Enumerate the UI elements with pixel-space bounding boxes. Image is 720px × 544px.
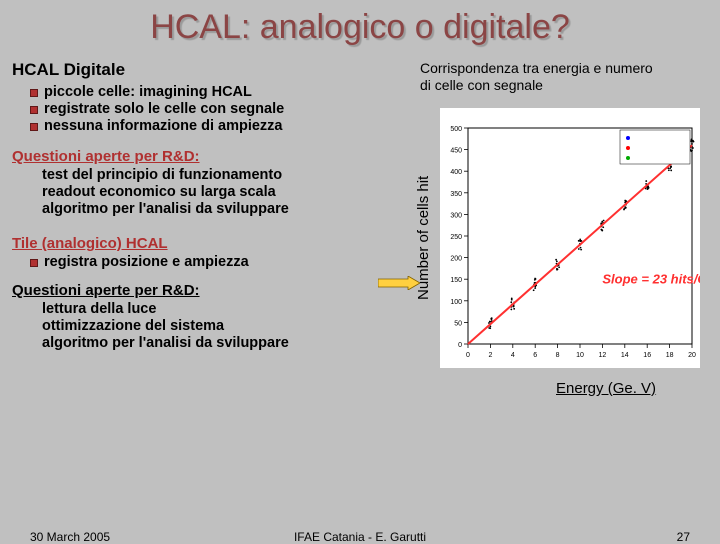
scatter-chart: 0246810121416182005010015020025030035040… [440,108,700,368]
footer-center: IFAE Catania - E. Garutti [0,530,720,544]
svg-text:0: 0 [458,342,462,349]
left-column: HCAL Digitale piccole celle: imagining H… [12,60,392,352]
svg-text:500: 500 [450,126,462,133]
svg-text:12: 12 [599,352,607,359]
svg-text:300: 300 [450,212,462,219]
svg-text:400: 400 [450,169,462,176]
corr-text-2: di celle con segnale [420,77,710,94]
svg-text:100: 100 [450,299,462,306]
qa2-line: algoritmo per l'analisi da sviluppare [42,335,392,351]
svg-text:0: 0 [466,352,470,359]
bullet-icon [30,259,38,267]
tile-heading: Tile (analogico) HCAL [12,235,392,252]
digitale-bullets: piccole celle: imagining HCAL registrate… [30,84,392,134]
bullet-icon [30,123,38,131]
footer-page: 27 [677,530,690,544]
chart-svg: 0246810121416182005010015020025030035040… [440,108,700,368]
svg-text:14: 14 [621,352,629,359]
svg-text:18: 18 [666,352,674,359]
qa2-line: lettura della luce [42,301,392,317]
qa2-heading: Questioni aperte per R&D: [12,282,392,299]
bullet-icon [30,89,38,97]
svg-text:50: 50 [454,320,462,327]
right-column: Corrispondenza tra energia e numero di c… [420,60,710,94]
svg-text:150: 150 [450,277,462,284]
qa1-line: readout economico su larga scala [42,184,392,200]
hcal-digitale-heading: HCAL Digitale [12,60,392,80]
svg-text:4: 4 [511,352,515,359]
svg-text:16: 16 [643,352,651,359]
svg-text:450: 450 [450,148,462,155]
svg-text:2: 2 [488,352,492,359]
svg-text:200: 200 [450,256,462,263]
bullet-icon [30,106,38,114]
bullet-text: piccole celle: imagining HCAL [44,84,252,100]
svg-text:Slope = 23 hits/GeV: Slope = 23 hits/GeV [602,272,700,287]
svg-text:350: 350 [450,191,462,198]
arrow-icon [378,276,420,290]
bullet-text: nessuna informazione di ampiezza [44,118,283,134]
svg-text:10: 10 [576,352,584,359]
bullet-text: registra posizione e ampiezza [44,254,249,270]
bullet-text: registrate solo le celle con segnale [44,101,284,117]
qa1-line: test del principio di funzionamento [42,167,392,183]
qa1-line: algoritmo per l'analisi da sviluppare [42,201,392,217]
corr-text-1: Corrispondenza tra energia e numero [420,60,710,77]
qa2-line: ottimizzazione del sistema [42,318,392,334]
svg-text:250: 250 [450,234,462,241]
svg-text:8: 8 [556,352,560,359]
qa1-heading: Questioni aperte per R&D: [12,148,392,165]
chart-xlabel: Energy (Ge. V) [556,380,656,397]
svg-text:6: 6 [533,352,537,359]
slide-title: HCAL: analogico o digitale? [0,0,720,47]
svg-text:20: 20 [688,352,696,359]
chart-ylabel: Number of cells hit [415,176,432,300]
